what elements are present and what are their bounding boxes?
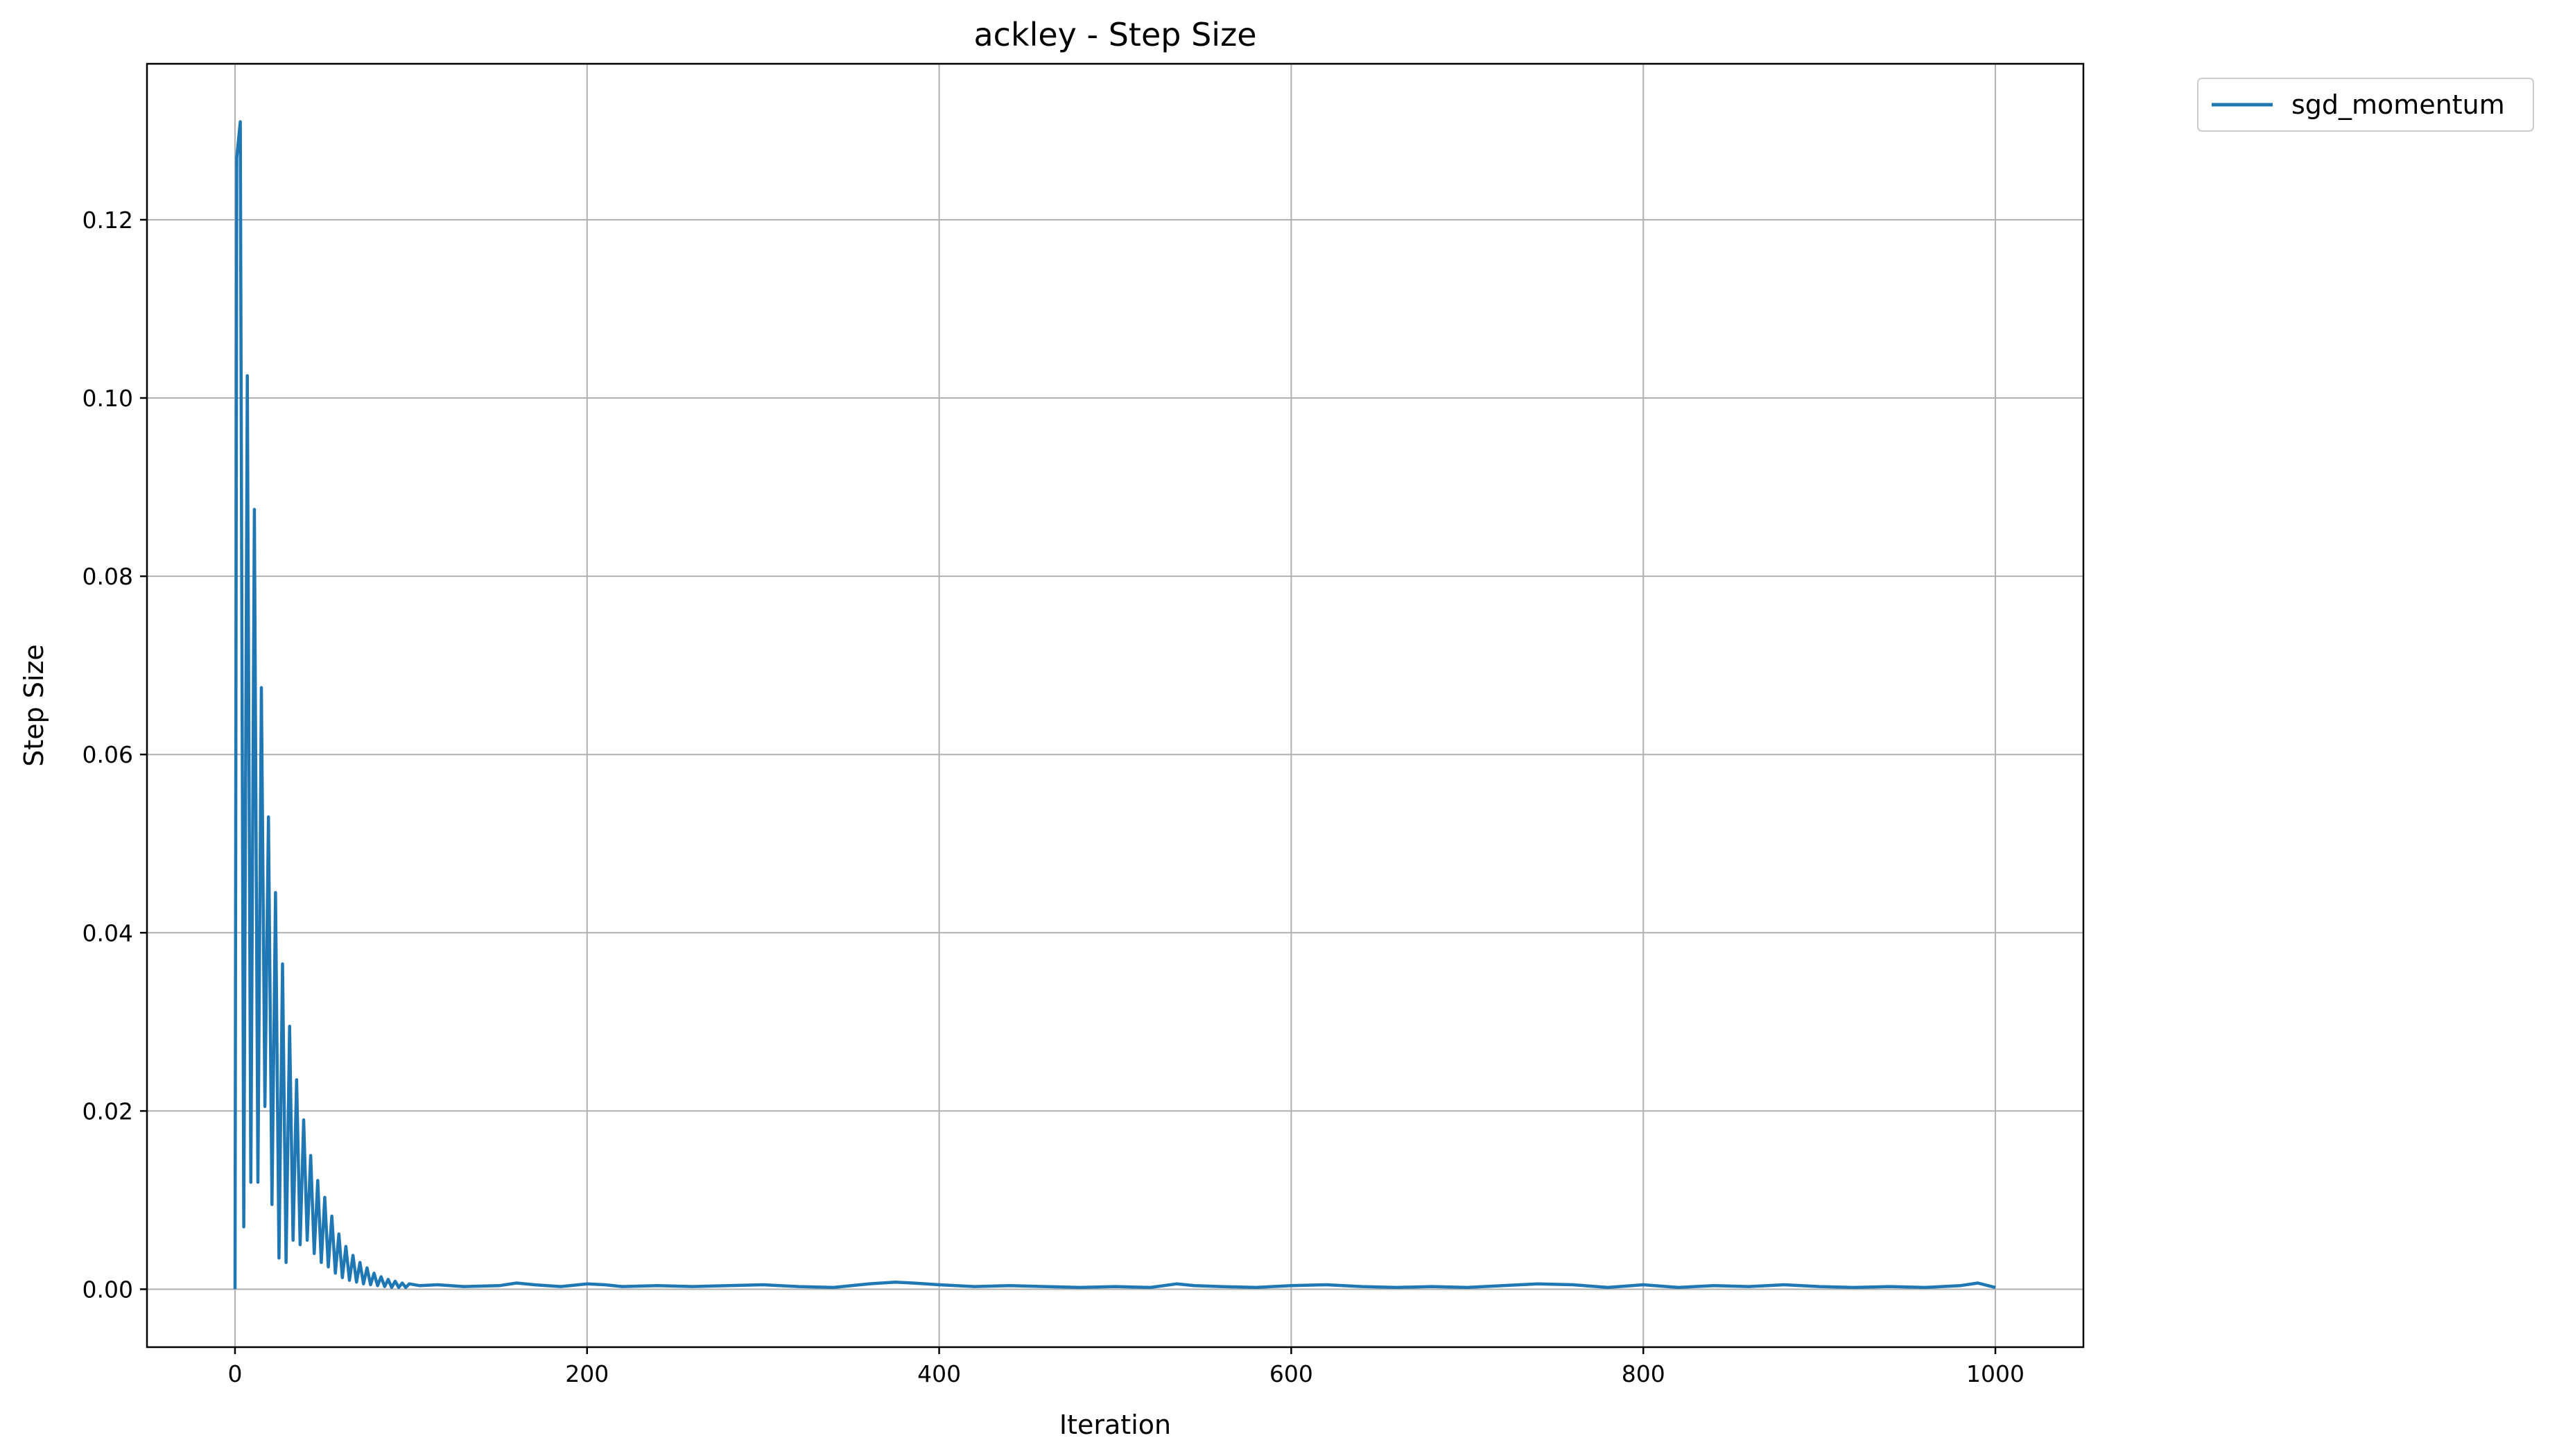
plot-frame [146,62,2085,1349]
series-lines [233,120,1996,1290]
grid [147,64,2083,1347]
x-tick-label: 800 [1622,1360,1665,1387]
y-tick-label: 0.12 [83,207,133,234]
x-tick-label: 600 [1269,1360,1313,1387]
legend-box [2197,78,2534,132]
y-tick-label: 0.02 [83,1098,133,1125]
x-tick-label: 0 [227,1360,242,1387]
y-axis-ticks: 0.00 0.02 0.04 0.06 0.08 0.10 0.12 [83,207,147,1303]
y-tick-label: 0.06 [83,741,133,768]
y-tick-label: 0.00 [83,1276,133,1303]
legend: sgd_momentum [2197,78,2534,132]
chart-title: ackley - Step Size [973,16,1256,53]
y-tick-label: 0.04 [83,919,133,946]
x-tick-label: 200 [565,1360,609,1387]
legend-label-sgd-momentum: sgd_momentum [2291,89,2505,120]
x-tick-label: 400 [917,1360,961,1387]
y-tick-label: 0.08 [83,563,133,590]
y-axis-label: Step Size [19,644,49,767]
x-axis-label: Iteration [1059,1410,1171,1440]
series-line-sgd-momentum [233,120,1996,1290]
x-axis-ticks: 0 200 400 600 800 1000 [227,1347,2024,1387]
y-tick-label: 0.10 [83,385,133,412]
x-tick-label: 1000 [1966,1360,2024,1387]
